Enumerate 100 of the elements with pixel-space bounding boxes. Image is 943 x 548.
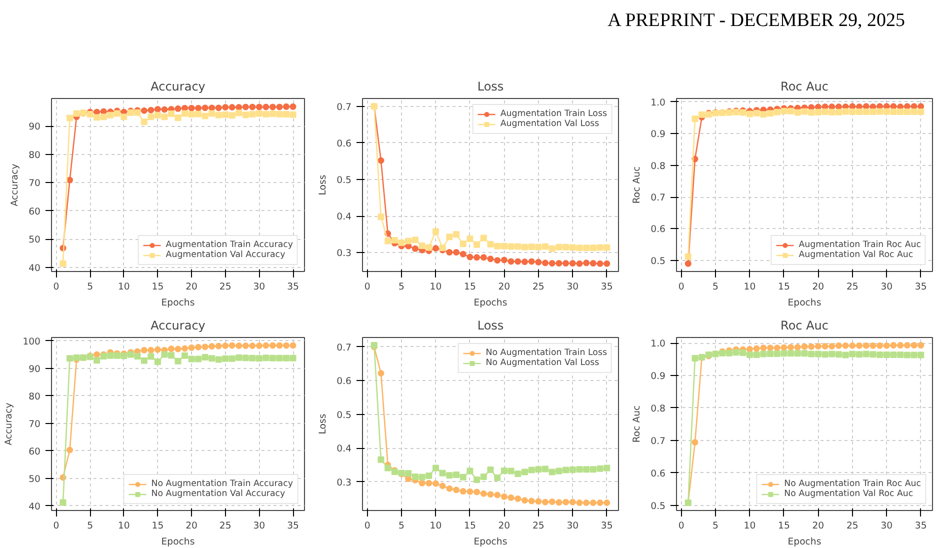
y-tick-label: 0.5 [650,256,666,267]
legend-label: No Augmentation Val Roc Auc [784,489,914,499]
x-tick-label: 20 [498,520,510,532]
y-tick-label: 0.9 [650,370,666,382]
y-tick-label: 0.3 [336,477,352,488]
x-axis-title: Epochs [788,536,822,548]
x-tick-label: 25 [846,520,858,532]
y-tick-label: 0.7 [336,102,352,113]
x-tick-label: 25 [219,520,232,532]
x-axis-title: Epochs [161,536,195,548]
x-axis-title: Epochs [474,536,508,548]
legend-label: Augmentation Val Loss [500,119,600,129]
x-tick-label: 15 [464,282,476,292]
y-tick-label: 0.5 [336,410,352,421]
y-tick-label: 0.6 [336,376,352,388]
y-axis-title: Roc Auc [632,405,643,443]
y-axis-title: Roc Auc [632,166,643,204]
x-tick-label: 20 [812,282,824,292]
y-tick-label: 0.6 [650,468,666,480]
x-tick-label: 10 [118,520,130,532]
x-tick-label: 25 [846,282,858,292]
y-tick-label: 90 [28,364,41,375]
y-axis-title: Loss [318,174,329,196]
chart-title: Roc Auc [780,318,828,332]
x-tick-label: 20 [498,282,510,292]
x-tick-label: 15 [152,520,164,532]
y-tick-label: 1.0 [650,97,666,108]
legend-label: No Augmentation Train Accuracy [151,479,293,489]
x-tick-label: 10 [118,282,130,292]
x-tick-label: 10 [430,520,442,532]
y-tick-label: 60 [28,206,41,218]
y-tick-label: 0.3 [336,248,352,260]
x-axis-title: Epochs [474,298,508,308]
y-tick-label: 0.9 [650,129,666,140]
chart-title: Accuracy [150,318,206,332]
x-tick-label: 30 [880,282,893,292]
x-tick-label: 10 [430,282,442,292]
x-tick-label: 0 [53,520,60,532]
x-tick-label: 10 [744,520,756,532]
x-tick-label: 5 [712,520,719,532]
x-tick-label: 25 [532,520,544,532]
y-tick-label: 70 [28,418,41,430]
y-tick-label: 60 [28,446,41,458]
x-tick-label: 25 [219,282,232,292]
legend-label: Augmentation Train Loss [500,109,607,119]
x-tick-label: 35 [287,520,299,532]
x-axis-title: Epochs [161,298,195,308]
y-tick-label: 70 [28,178,41,190]
y-tick-label: 40 [28,501,41,512]
y-tick-label: 0.6 [336,138,352,150]
x-tick-label: 30 [880,520,893,532]
x-axis-title: Epochs [788,298,822,308]
y-tick-label: 1.0 [650,338,666,350]
y-tick-label: 0.6 [650,224,666,236]
y-axis-title: Accuracy [10,163,21,206]
y-tick-label: 0.7 [336,342,352,354]
chart-title: Loss [477,318,504,332]
x-tick-label: 0 [678,282,684,292]
legend-label: No Augmentation Val Loss [486,358,600,368]
x-tick-label: 15 [778,282,790,292]
x-tick-label: 5 [87,282,94,292]
x-tick-label: 0 [678,520,684,532]
legend-label: Augmentation Val Accuracy [166,250,286,260]
x-tick-label: 35 [600,282,613,292]
legend-label: Augmentation Train Roc Auc [798,240,921,250]
y-tick-label: 80 [28,391,41,402]
y-tick-label: 0.4 [336,212,352,223]
y-tick-label: 0.5 [650,500,666,512]
legend-label: No Augmentation Train Roc Auc [784,479,921,489]
x-tick-label: 20 [186,520,198,532]
y-axis-title: Loss [318,414,329,434]
y-tick-label: 80 [28,150,41,161]
y-tick-label: 0.8 [650,160,666,172]
y-tick-label: 0.7 [650,436,666,447]
chart-title: Roc Auc [780,80,828,94]
y-tick-label: 50 [28,474,41,485]
x-tick-label: 0 [53,282,60,292]
x-tick-label: 30 [566,282,579,292]
legend-label: No Augmentation Val Accuracy [151,489,286,499]
y-tick-label: 90 [28,122,41,133]
y-axis-title: Accuracy [4,402,15,446]
x-tick-label: 20 [812,520,824,532]
legend-label: Augmentation Train Accuracy [166,240,293,250]
y-tick-label: 40 [28,262,41,274]
x-tick-label: 30 [566,520,579,532]
text: A PREPRINT - DECEMBER 29, 2025 [608,9,905,33]
y-tick-label: 100 [22,336,41,348]
x-tick-label: 0 [364,520,370,532]
x-tick-label: 25 [532,282,544,292]
y-tick-label: 50 [28,234,41,246]
x-tick-label: 5 [398,520,405,532]
x-tick-label: 0 [364,282,370,292]
x-tick-label: 35 [600,520,613,532]
x-tick-label: 35 [287,282,299,292]
legend-label: Augmentation Val Roc Auc [798,250,914,260]
x-tick-label: 30 [253,520,266,532]
x-tick-label: 15 [778,520,790,532]
y-tick-label: 0.5 [336,175,352,186]
x-tick-label: 30 [253,282,266,292]
y-tick-label: 0.4 [336,444,352,455]
